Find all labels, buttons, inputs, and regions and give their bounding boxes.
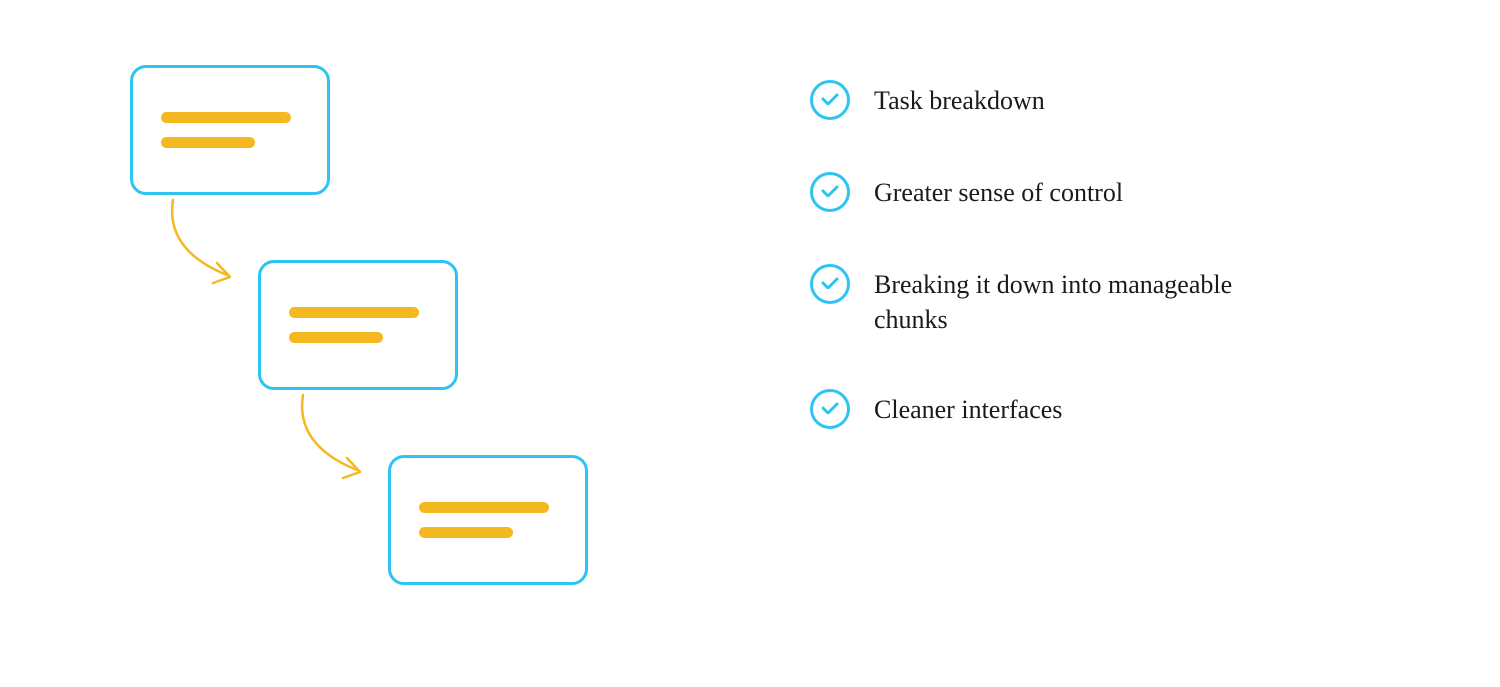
diagram-panel [0,0,750,687]
flowchart-card [388,455,588,585]
check-mark-icon [821,402,839,414]
check-mark-icon [821,277,839,289]
card-text-line [161,112,291,123]
benefit-item: Breaking it down into manageable chunks [810,264,1500,337]
card-text-line [289,332,383,343]
check-mark-icon [821,185,839,197]
benefit-label: Breaking it down into manageable chunks [874,264,1294,337]
benefit-label: Task breakdown [874,80,1045,118]
check-mark-icon [821,93,839,105]
flow-arrow-icon [285,390,395,490]
check-circle-icon [810,80,850,120]
benefit-item: Greater sense of control [810,172,1500,212]
benefits-panel: Task breakdown Greater sense of control … [750,0,1500,687]
flow-arrow-icon [155,195,265,295]
benefit-label: Cleaner interfaces [874,389,1062,427]
card-text-line [161,137,255,148]
infographic-container: Task breakdown Greater sense of control … [0,0,1500,687]
card-text-line [419,527,513,538]
benefit-item: Task breakdown [810,80,1500,120]
check-circle-icon [810,172,850,212]
flowchart-card [130,65,330,195]
check-circle-icon [810,389,850,429]
benefit-label: Greater sense of control [874,172,1123,210]
check-circle-icon [810,264,850,304]
card-text-line [419,502,549,513]
card-text-line [289,307,419,318]
benefit-item: Cleaner interfaces [810,389,1500,429]
flowchart-card [258,260,458,390]
